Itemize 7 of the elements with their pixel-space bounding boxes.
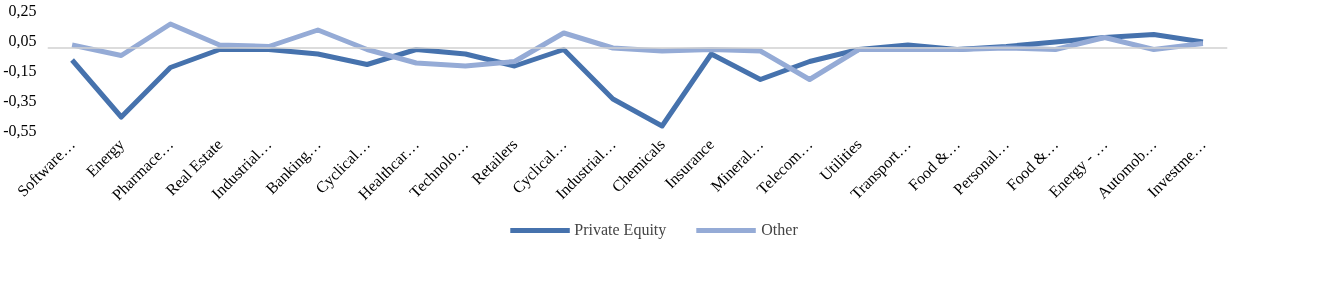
- y-tick-label: -0,35: [3, 92, 37, 109]
- y-tick-label: -0,15: [3, 62, 37, 79]
- legend-label: Private Equity: [574, 221, 667, 239]
- y-tick-label: 0,05: [8, 32, 37, 49]
- y-tick-label: 0,25: [8, 2, 37, 19]
- legend-label: Other: [761, 221, 798, 239]
- y-tick-label: -0,55: [3, 122, 37, 139]
